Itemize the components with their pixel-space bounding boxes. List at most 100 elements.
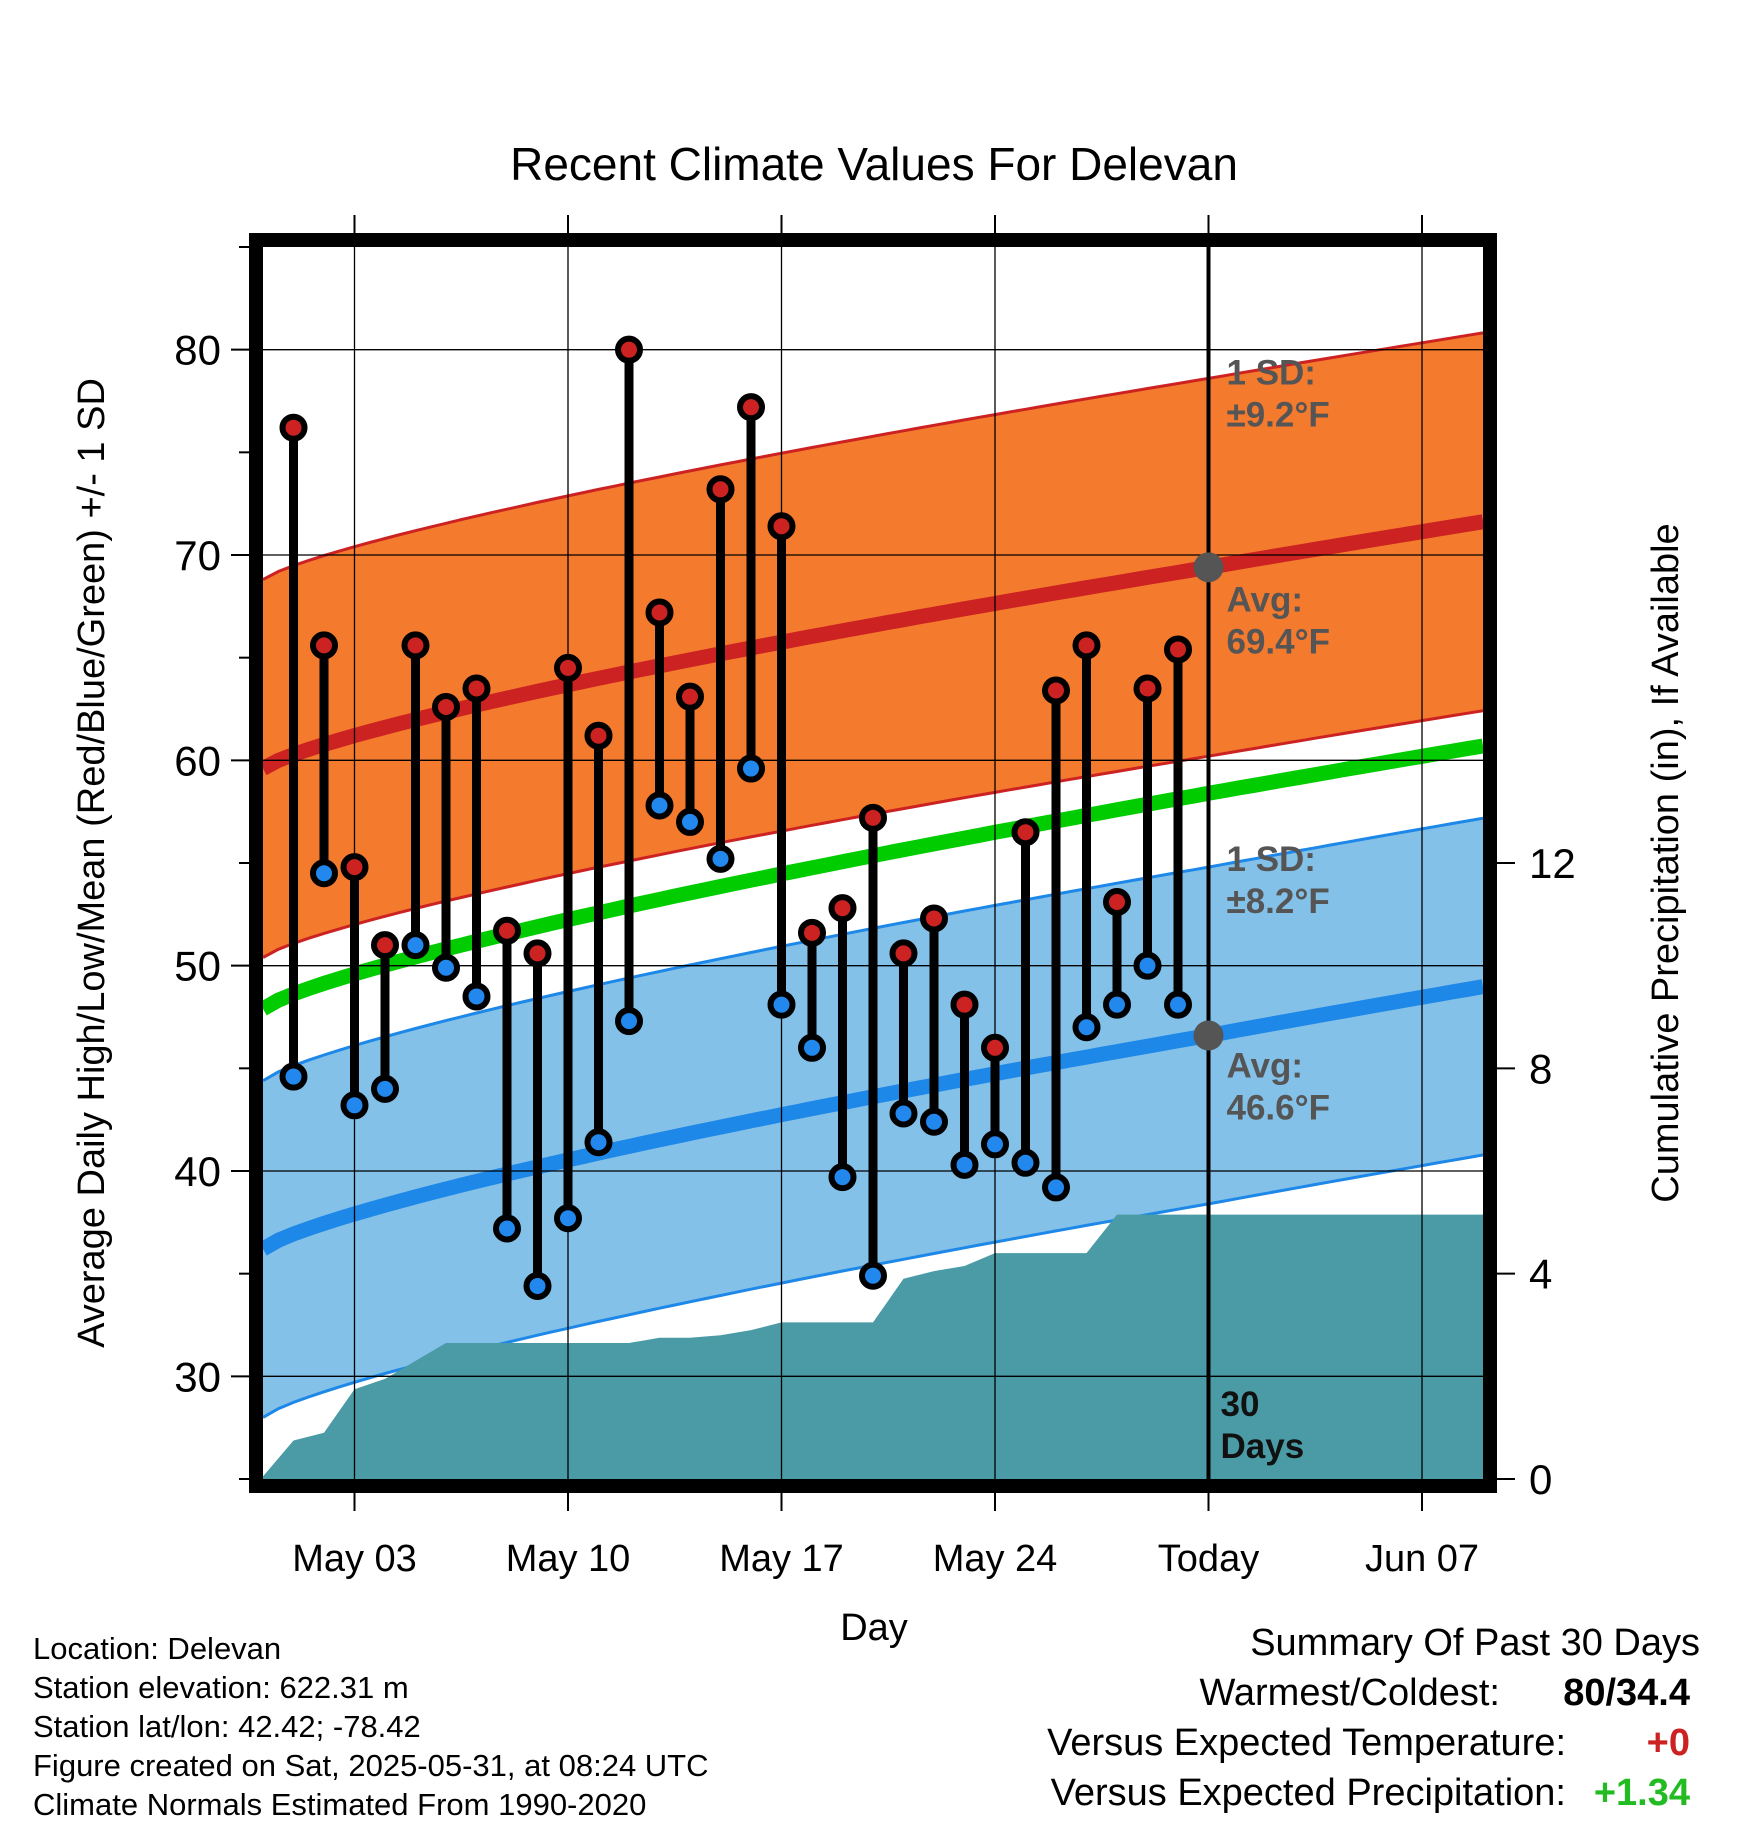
day-observation: [889, 939, 918, 1128]
low-point: [889, 1099, 918, 1128]
summary-warmest-label: Warmest/Coldest:: [1199, 1672, 1500, 1714]
day-observation: [340, 853, 369, 1120]
y-axis-right-label: Cumulative Precipitation (in), If Availa…: [1645, 523, 1687, 1202]
day-observation: [554, 653, 582, 1233]
low-point: [1042, 1173, 1070, 1202]
day-observation: [798, 918, 826, 1062]
footer-normals: Climate Normals Estimated From 1990-2020: [33, 1787, 647, 1822]
high-sd-label: 1 SD:: [1227, 353, 1316, 392]
high-point: [1042, 676, 1070, 705]
high-avg-label: Avg:: [1227, 580, 1303, 619]
day-observation: [1011, 818, 1040, 1177]
y-right-tick-label: 8: [1529, 1045, 1552, 1092]
today-low-marker: [1193, 1020, 1224, 1051]
high-point: [401, 631, 430, 660]
high-point: [981, 1033, 1009, 1062]
x-tick-label: May 10: [506, 1538, 631, 1580]
low-point: [371, 1074, 399, 1103]
low-point: [493, 1214, 521, 1243]
low-point: [950, 1150, 979, 1179]
day-observation: [523, 939, 552, 1300]
x-tick-label: Jun 07: [1365, 1538, 1479, 1580]
day-observation: [981, 1033, 1009, 1159]
summary-temp-label: Versus Expected Temperature:: [1047, 1722, 1566, 1764]
window-label-unit: Days: [1221, 1427, 1305, 1466]
high-point: [1072, 631, 1101, 660]
low-point: [432, 953, 460, 982]
summary-temp-value: +0: [1646, 1722, 1690, 1764]
low-point: [279, 1062, 308, 1091]
low-point: [1133, 951, 1162, 980]
low-avg-value: 46.6°F: [1227, 1088, 1331, 1127]
day-observation: [645, 598, 674, 820]
y-tick-label: 80: [174, 327, 221, 374]
y-tick-label: 30: [174, 1353, 221, 1400]
low-sd-label: 1 SD:: [1227, 840, 1316, 879]
x-tick-label: May 03: [292, 1538, 417, 1580]
day-observation: [676, 682, 704, 836]
high-point: [706, 475, 735, 504]
high-point: [493, 916, 521, 945]
x-tick-label: May 17: [719, 1538, 844, 1580]
footer-created: Figure created on Sat, 2025-05-31, at 08…: [33, 1748, 709, 1783]
summary-title: Summary Of Past 30 Days: [1250, 1622, 1700, 1664]
day-observation: [859, 803, 887, 1290]
day-observation: [920, 904, 948, 1136]
high-point: [767, 512, 796, 541]
high-point: [1103, 888, 1131, 917]
footer-location: Location: Delevan: [33, 1631, 282, 1666]
footer-elevation: Station elevation: 622.31 m: [33, 1670, 409, 1705]
low-point: [676, 807, 704, 836]
high-point: [737, 393, 765, 422]
low-point: [1103, 990, 1131, 1019]
low-sd-value: ±8.2°F: [1227, 882, 1330, 921]
y-right-tick-label: 12: [1529, 840, 1576, 887]
day-observation: [706, 475, 735, 873]
low-point: [310, 859, 338, 888]
high-point: [432, 692, 460, 721]
day-observation: [432, 692, 460, 982]
high-point: [1133, 674, 1162, 703]
high-point: [340, 853, 369, 882]
high-point: [859, 803, 887, 832]
high-point: [950, 990, 979, 1019]
day-observation: [279, 413, 308, 1091]
summary-precip-value: +1.34: [1593, 1772, 1690, 1814]
day-observation: [737, 393, 765, 783]
summary-warmest-value: 80/34.4: [1563, 1672, 1690, 1714]
day-observation: [1103, 888, 1131, 1019]
high-point: [615, 335, 643, 364]
y-right-tick-label: 4: [1529, 1251, 1552, 1298]
high-point: [584, 721, 613, 750]
chart-title: Recent Climate Values For Delevan: [510, 138, 1238, 190]
day-observation: [584, 721, 613, 1157]
day-observation: [401, 631, 430, 960]
y-axis-label: Average Daily High/Low/Mean (Red/Blue/Gr…: [71, 378, 113, 1348]
high-point: [676, 682, 704, 711]
high-point: [798, 918, 826, 947]
daily-values: [279, 335, 1192, 1300]
high-point: [889, 939, 918, 968]
high-point: [371, 931, 399, 960]
day-observation: [1164, 635, 1192, 1019]
day-observation: [615, 335, 643, 1036]
window-label-number: 30: [1221, 1385, 1260, 1424]
plot-frame: [249, 233, 1497, 1493]
low-point: [462, 982, 491, 1011]
day-observation: [828, 894, 857, 1192]
high-point: [920, 904, 948, 933]
low-point: [1164, 990, 1192, 1019]
low-point: [798, 1033, 826, 1062]
today-high-marker: [1193, 552, 1224, 583]
low-point: [615, 1007, 643, 1036]
day-observation: [1133, 674, 1162, 980]
footer-latlon: Station lat/lon: 42.42; -78.42: [33, 1709, 421, 1744]
high-sd-upper-line: [263, 331, 1483, 581]
day-observation: [1072, 631, 1101, 1042]
low-point: [767, 990, 796, 1019]
axes: 30 40 50 60 70 80 0 4 8 12 May 03 May 10 May 17 May 2…: [174, 215, 1576, 1580]
low-point: [981, 1130, 1009, 1159]
high-point: [1011, 818, 1040, 847]
